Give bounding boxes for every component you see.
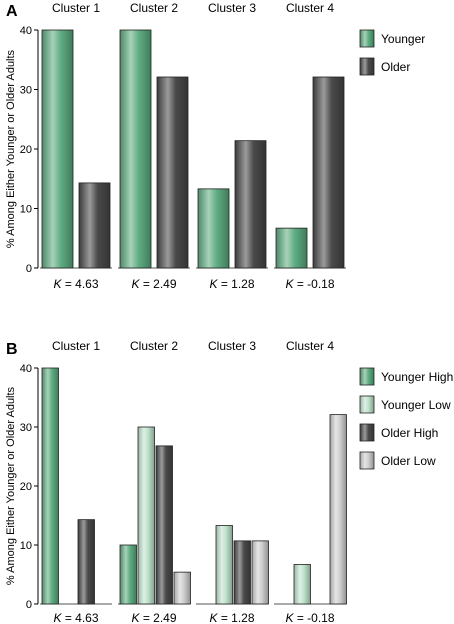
- y-axis-label: % Among Either Younger or Older Adults: [5, 49, 17, 248]
- cluster-title: Cluster 4: [286, 1, 334, 15]
- bar: [41, 367, 59, 605]
- y-tick-label: 30: [20, 422, 32, 434]
- cluster-group: Cluster 1 K = 4.63: [40, 339, 112, 624]
- bar: [41, 29, 74, 269]
- cluster-group: Cluster 4 K = -0.18: [274, 1, 346, 291]
- panel-b: B % Among Either Younger or Older Adults 0…: [5, 339, 453, 624]
- legend-item: Younger Low: [359, 395, 451, 414]
- cluster-title: Cluster 1: [52, 339, 100, 353]
- bar: [137, 426, 155, 605]
- bar: [234, 140, 267, 269]
- panel-letter: B: [6, 341, 18, 358]
- cluster-group: Cluster 4 K = -0.18: [274, 339, 347, 624]
- y-axis-label: % Among Either Younger or Older Adults: [5, 386, 17, 585]
- bar: [119, 544, 137, 605]
- y-tick-label: 40: [20, 363, 32, 375]
- legend-swatch: [359, 29, 375, 48]
- legend-swatch: [359, 423, 375, 442]
- y-tick-label: 10: [20, 204, 32, 216]
- bar: [156, 76, 189, 269]
- cluster-title: Cluster 3: [208, 1, 256, 15]
- cluster-group: Cluster 2 K = 2.49: [118, 339, 191, 624]
- cluster-title: Cluster 3: [208, 339, 256, 353]
- k-label: K = -0.18: [285, 611, 334, 624]
- cluster-group: Cluster 1 K = 4.63: [40, 1, 112, 291]
- y-tick-label: 20: [20, 144, 32, 156]
- legend: Younger Older: [359, 29, 425, 76]
- legend-item: Older: [359, 57, 410, 76]
- k-label: K = 4.63: [53, 277, 98, 291]
- y-tick-label: 10: [20, 540, 32, 552]
- bar: [312, 76, 345, 269]
- bar: [275, 227, 308, 269]
- bar: [173, 571, 191, 605]
- legend-swatch: [359, 367, 375, 386]
- y-tick-label: 0: [26, 263, 32, 275]
- cluster-title: Cluster 2: [130, 1, 178, 15]
- k-label: K = 2.49: [131, 611, 176, 624]
- k-label: K = 1.28: [209, 277, 254, 291]
- legend-swatch: [359, 57, 375, 76]
- panel-a: A % Among Either Younger or Older Adults 0…: [5, 1, 425, 291]
- legend-item: Younger: [359, 29, 425, 48]
- bar: [78, 182, 111, 269]
- legend-label: Younger Low: [381, 398, 451, 412]
- cluster-group: Cluster 3 K = 1.28: [196, 339, 269, 624]
- legend-label: Older: [381, 60, 410, 74]
- bar: [155, 445, 173, 605]
- y-tick-label: 20: [20, 481, 32, 493]
- legend-swatch: [359, 451, 375, 470]
- legend-swatch: [359, 395, 375, 414]
- panel-letter: A: [6, 3, 18, 20]
- bar: [233, 540, 251, 605]
- cluster-title: Cluster 1: [52, 1, 100, 15]
- k-label: K = 2.49: [131, 277, 176, 291]
- bar: [251, 540, 269, 605]
- cluster-group: Cluster 2 K = 2.49: [118, 1, 190, 291]
- legend-label: Older High: [381, 426, 438, 440]
- legend: Younger High Younger Low Older High Older L…: [359, 367, 453, 470]
- cluster-group: Cluster 3 K = 1.28: [196, 1, 268, 291]
- k-label: K = -0.18: [285, 277, 334, 291]
- bar: [293, 564, 311, 605]
- y-tick-label: 40: [20, 25, 32, 37]
- legend-label: Younger High: [381, 370, 453, 384]
- cluster-title: Cluster 2: [130, 339, 178, 353]
- bar: [329, 414, 347, 605]
- legend-item: Older Low: [359, 451, 436, 470]
- k-label: K = 1.28: [209, 611, 254, 624]
- bar: [197, 188, 230, 269]
- cluster-title: Cluster 4: [286, 339, 334, 353]
- bar: [119, 29, 152, 269]
- bar: [77, 519, 95, 605]
- k-label: K = 4.63: [53, 611, 98, 624]
- legend-item: Older High: [359, 423, 438, 442]
- bar: [215, 525, 233, 605]
- legend-label: Older Low: [381, 454, 436, 468]
- legend-label: Younger: [381, 32, 425, 46]
- y-tick-label: 30: [20, 85, 32, 97]
- legend-item: Younger High: [359, 367, 453, 386]
- y-tick-label: 0: [26, 599, 32, 611]
